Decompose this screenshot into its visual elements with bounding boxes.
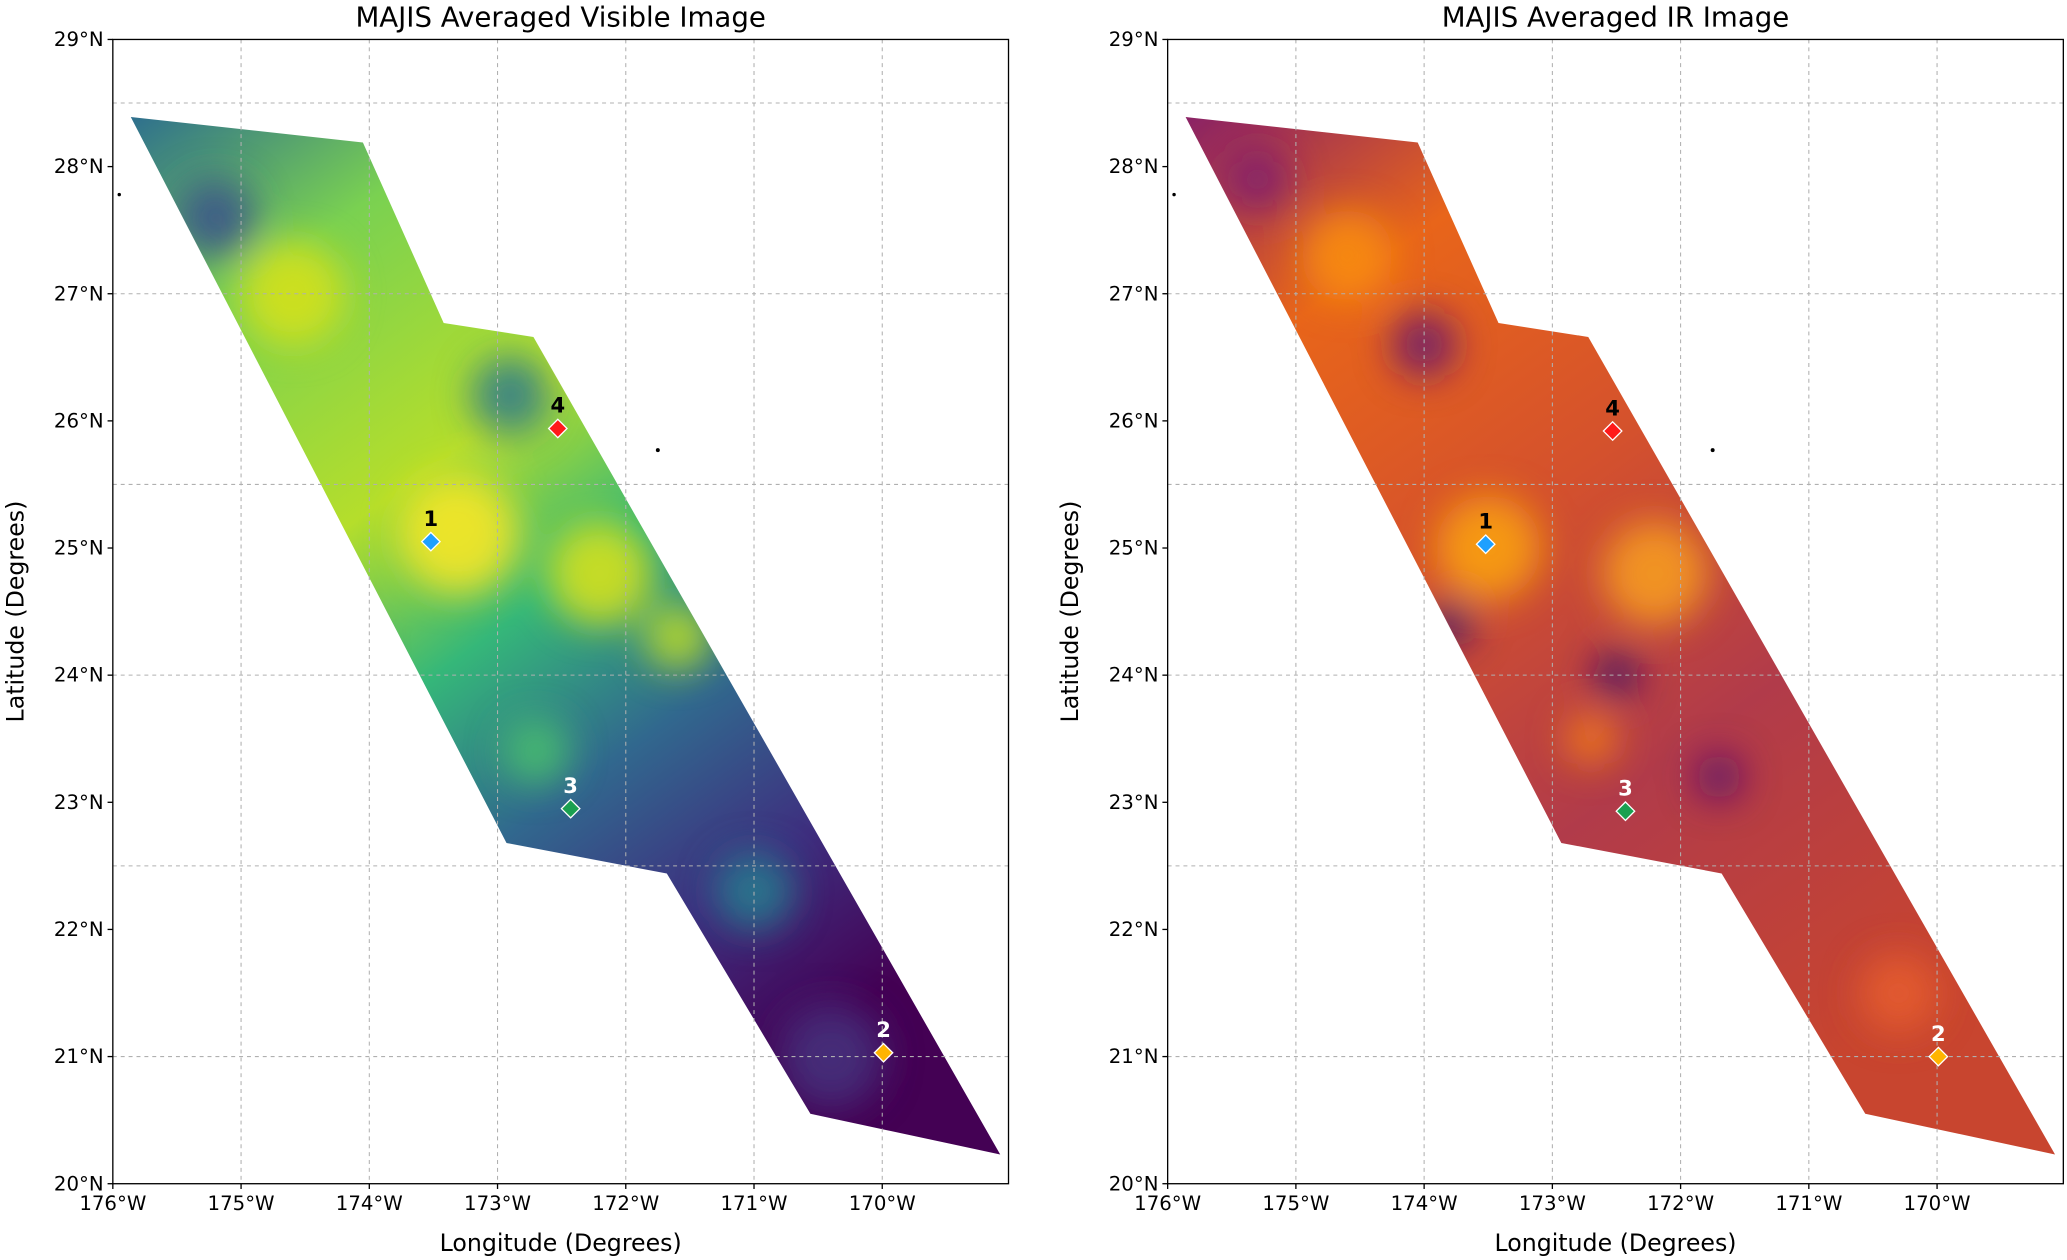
image-feature [1602,520,1708,627]
y-tick-label: 22°N [54,918,104,941]
site-marker-1 [1475,534,1496,555]
image-feature [714,851,794,931]
y-tick-label: 27°N [54,282,104,305]
y-tick-label: 21°N [54,1045,104,1068]
y-tick-label: 27°N [1109,282,1159,305]
x-tick-label: 174°W [336,1192,403,1215]
chart-title: MAJIS Averaged Visible Image [355,0,765,33]
x-tick-label: 176°W [79,1192,146,1215]
image-feature [470,355,550,435]
y-tick-label: 28°N [1109,155,1159,178]
site-marker-3 [560,798,581,819]
image-feature [503,718,569,785]
plot-frame [1166,38,2064,1185]
y-tick-label: 25°N [1109,537,1159,560]
x-tick-label: 175°W [1262,1192,1329,1215]
site-marker-2 [873,1042,894,1063]
x-tick-label: 170°W [1904,1192,1971,1215]
image-feature [291,610,371,690]
image-feature [1695,753,1743,801]
image-swath [1185,117,2056,1155]
y-tick-label: 26°N [54,409,104,432]
site-marker-label: 4 [1605,395,1620,420]
y-tick-label: 21°N [1109,1045,1159,1068]
image-feature [1859,953,1939,1033]
site-marker-4 [1602,420,1623,442]
image-feature [547,520,653,627]
site-marker-1 [420,531,441,552]
image-feature [1592,651,1641,699]
site-marker-3 [1615,801,1636,822]
site-marker-label: 1 [1478,508,1493,533]
image-feature [1224,146,1291,213]
x-tick-label: 172°W [592,1192,659,1215]
x-tick-label: 173°W [464,1192,531,1215]
site-marker-4 [547,418,568,439]
y-tick-label: 29°N [1109,28,1159,51]
y-tick-label: 29°N [54,28,104,51]
y-tick-label: 26°N [1109,409,1159,432]
y-tick-label: 20°N [1109,1172,1159,1195]
island-mark [1172,192,1176,197]
island-mark [1710,448,1715,453]
image-feature [1564,712,1618,766]
site-marker-label: 3 [1618,775,1633,800]
plot-frame [112,38,1010,1185]
y-axis-label: Latitude (Degrees) [1,501,29,723]
y-tick-label: 22°N [1109,918,1159,941]
y-tick-label: 24°N [54,664,104,687]
y-tick-label: 25°N [54,537,104,560]
x-tick-label: 174°W [1391,1192,1458,1215]
y-tick-label: 23°N [54,791,104,814]
x-axis-label: Longitude (Degrees) [1494,1229,1736,1257]
y-tick-label: 24°N [1109,664,1159,687]
y-tick-label: 28°N [54,155,104,178]
ir-image-panel: MAJIS Averaged IR Image 176°W 175°W 174°W 17… [1056,0,2064,1257]
site-marker-label: 3 [563,773,578,798]
site-marker-label: 2 [1931,1021,1946,1046]
y-tick-label: 23°N [1109,791,1159,814]
x-tick-label: 170°W [849,1192,916,1215]
site-marker-label: 2 [876,1017,891,1042]
site-marker-label: 4 [550,393,565,418]
x-tick-label: 171°W [721,1192,788,1215]
island-mark [655,448,660,453]
x-tick-label: 171°W [1775,1192,1842,1215]
x-tick-label: 176°W [1134,1192,1201,1215]
site-marker-2 [1928,1046,1949,1067]
site-marker-label: 1 [424,506,439,531]
image-feature [399,476,519,595]
image-feature [239,241,345,347]
x-tick-label: 175°W [208,1192,275,1215]
image-feature [1391,311,1458,378]
image-feature [175,177,255,257]
island-mark [117,192,121,197]
chart-title: MAJIS Averaged IR Image [1442,0,1790,33]
image-feature [644,604,710,670]
x-tick-label: 172°W [1647,1192,1714,1215]
y-tick-label: 20°N [54,1172,104,1195]
y-axis-label: Latitude (Degrees) [1056,501,1084,723]
x-axis-label: Longitude (Degrees) [440,1229,682,1257]
image-feature [1426,600,1474,648]
image-feature [1301,209,1394,302]
visible-image-panel: MAJIS Averaged Visible Image 176°W 175°W 17… [1,0,1010,1257]
x-tick-label: 173°W [1519,1192,1586,1215]
